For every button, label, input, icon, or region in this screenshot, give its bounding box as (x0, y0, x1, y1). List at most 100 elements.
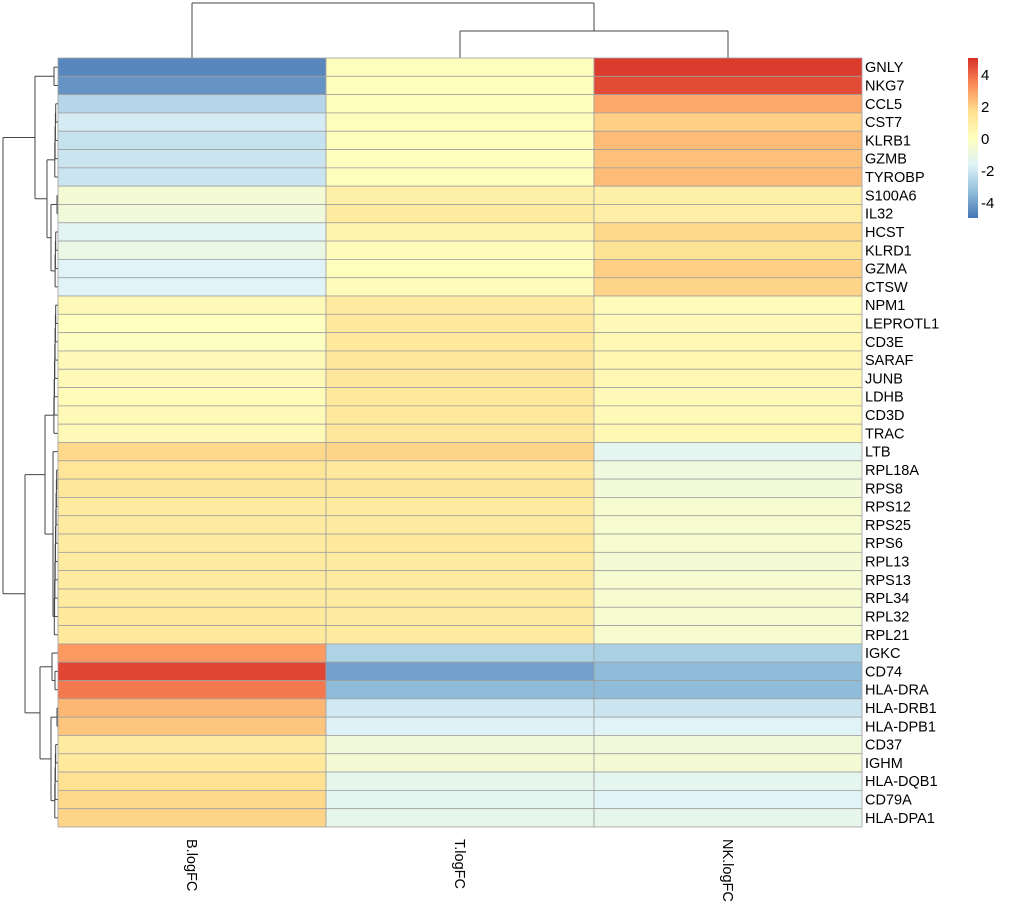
heatmap-cell (325, 259, 595, 279)
column-label: B.logFC (183, 839, 199, 891)
row-label: GNLY (865, 60, 904, 76)
heatmap-cells (57, 57, 863, 828)
heatmap-cell (325, 295, 595, 315)
heatmap-cell (593, 680, 863, 700)
row-label: CD3D (865, 408, 904, 424)
heatmap-cell (325, 753, 595, 773)
heatmap-cell (57, 350, 327, 370)
row-label: NKG7 (865, 78, 905, 94)
heatmap-cell (325, 350, 595, 370)
row-label: TRAC (865, 426, 904, 442)
row-label: RPL18A (865, 463, 919, 479)
row-label: CD79A (865, 793, 912, 809)
heatmap-cell (57, 94, 327, 114)
row-label: LDHB (865, 390, 904, 406)
row-label: RPS13 (865, 573, 911, 589)
heatmap-cell (57, 313, 327, 334)
heatmap-cell (57, 753, 327, 773)
heatmap-cell (57, 167, 327, 187)
row-label: GZMA (865, 262, 907, 278)
heatmap-cell (325, 57, 595, 77)
heatmap-cell (593, 570, 863, 590)
heatmap-cell (325, 130, 595, 150)
row-label: S100A6 (865, 188, 917, 204)
heatmap-cell (57, 497, 327, 517)
row-label: RPL34 (865, 591, 909, 607)
heatmap-cell (593, 405, 863, 425)
heatmap-cell (593, 753, 863, 773)
heatmap-cell (593, 94, 863, 114)
heatmap-cell (57, 130, 327, 150)
heatmap-cell (325, 533, 595, 553)
heatmap-cell (325, 277, 595, 297)
heatmap-cell (593, 277, 863, 297)
heatmap-cell (325, 661, 595, 681)
heatmap-cell (325, 313, 595, 334)
heatmap-cell (325, 149, 595, 169)
column-label: T.logFC (451, 839, 467, 889)
row-label: HCST (865, 225, 905, 241)
row-label: IGHM (865, 756, 903, 772)
heatmap-cell (593, 350, 863, 370)
row-label: CCL5 (865, 97, 902, 113)
heatmap-cell (57, 588, 327, 608)
row-label: SARAF (865, 353, 913, 369)
row-label: RPS25 (865, 518, 911, 534)
heatmap-cell (325, 497, 595, 517)
row-label: CTSW (865, 280, 908, 296)
heatmap-cell (57, 222, 327, 242)
colorbar-ticks: 4 2 0 -2 -4 (981, 67, 994, 212)
heatmap-cell (57, 570, 327, 590)
heatmap-cell (593, 204, 863, 224)
heatmap-cell (593, 460, 863, 480)
heatmap-cell (325, 478, 595, 498)
heatmap-cell (57, 442, 327, 462)
heatmap-cell (593, 423, 863, 443)
heatmap-cell (325, 698, 595, 718)
heatmap-cell (593, 167, 863, 187)
heatmap-cell (57, 606, 327, 626)
heatmap-cell (57, 643, 327, 663)
column-dendrogram (191, 2, 729, 58)
colorbar-tick-label: -4 (981, 195, 994, 212)
heatmap-cell (593, 75, 863, 96)
heatmap-cell (325, 551, 595, 572)
row-label: HLA-DPA1 (865, 811, 935, 827)
heatmap-cell (593, 185, 863, 205)
heatmap-cell (57, 478, 327, 498)
row-label: IL32 (865, 207, 893, 223)
heatmap-cell (593, 533, 863, 553)
heatmap-cell (325, 75, 595, 96)
heatmap-cell (593, 112, 863, 132)
colorbar (968, 58, 978, 218)
heatmap-cell (593, 606, 863, 626)
heatmap-cell (593, 625, 863, 645)
heatmap-cell (593, 313, 863, 334)
colorbar-tick-label: 0 (981, 131, 989, 148)
row-label: TYROBP (865, 170, 925, 186)
heatmap-cell (57, 551, 327, 572)
heatmap-cell (593, 515, 863, 535)
heatmap-cell (325, 368, 595, 388)
heatmap-cell (325, 185, 595, 205)
row-label: HLA-DRB1 (865, 701, 937, 717)
heatmap-cell (57, 533, 327, 553)
colorbar-tick-label: 4 (981, 67, 989, 84)
heatmap-cell (593, 808, 863, 828)
row-label: HLA-DRA (865, 683, 929, 699)
heatmap-cell (57, 75, 327, 96)
heatmap-cell (593, 149, 863, 169)
colorbar-tick-label: 2 (981, 99, 989, 116)
heatmap-cell (57, 387, 327, 407)
heatmap-cell (325, 808, 595, 828)
heatmap-cell (325, 405, 595, 425)
heatmap-cell (593, 789, 863, 810)
heatmap-cell (57, 332, 327, 352)
row-dendrogram (2, 66, 58, 819)
row-label: CD74 (865, 664, 902, 680)
heatmap-cell (57, 661, 327, 681)
row-labels: GNLY NKG7 CCL5 CST7 KLRB1 GZMB TYROBP S100A6 IL3… (865, 60, 939, 827)
heatmap-cell (57, 735, 327, 755)
heatmap-cell (57, 149, 327, 169)
